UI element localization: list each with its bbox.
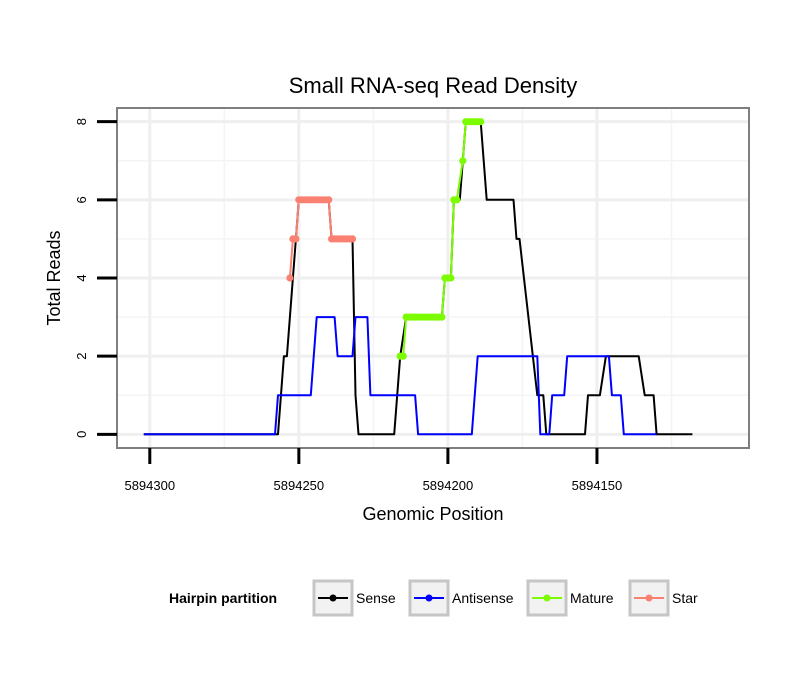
axes: 5894300 5894250 5894200 5894150 0 2 4 6 8 xyxy=(74,118,622,493)
legend-title: Hairpin partition xyxy=(169,590,277,606)
legend-item-mature: Mature xyxy=(526,579,614,617)
data-point-star xyxy=(286,274,294,282)
legend-label-antisense: Antisense xyxy=(452,590,514,606)
data-point-mature xyxy=(453,196,461,204)
chart-title: Small RNA-seq Read Density xyxy=(289,73,578,98)
y-tick-label: 8 xyxy=(74,118,89,125)
data-point-mature xyxy=(477,118,485,126)
x-axis-label: Genomic Position xyxy=(362,504,503,524)
y-axis-label: Total Reads xyxy=(44,230,64,325)
x-tick-label: 5894200 xyxy=(423,478,474,493)
legend-key-dot-sense xyxy=(329,594,337,602)
legend-item-star: Star xyxy=(628,579,698,617)
legend-key-dot-antisense xyxy=(425,594,433,602)
data-point-mature xyxy=(438,313,446,321)
legend-key-dot-mature xyxy=(543,594,551,602)
series-line-antisense xyxy=(143,316,657,436)
y-tick-label: 2 xyxy=(74,353,89,360)
legend-items: Sense Antisense Mature Star xyxy=(312,579,698,617)
data-point-mature xyxy=(459,157,467,165)
x-tick-label: 5894300 xyxy=(124,478,175,493)
data-point-star xyxy=(292,235,300,243)
data-point-star xyxy=(325,196,333,204)
x-tick-label: 5894150 xyxy=(572,478,623,493)
y-tick-label: 6 xyxy=(74,196,89,203)
y-tick-label: 0 xyxy=(74,431,89,438)
y-tick-label: 4 xyxy=(74,274,89,281)
data-point-star xyxy=(348,235,357,243)
x-tick-label: 5894250 xyxy=(274,478,325,493)
legend: Hairpin partition Sense Antisense Mature St… xyxy=(169,579,698,617)
data-point-mature xyxy=(399,352,407,360)
legend-label-star: Star xyxy=(672,590,698,606)
legend-item-sense: Sense xyxy=(312,579,396,617)
series-layer xyxy=(143,118,693,436)
legend-label-sense: Sense xyxy=(356,590,396,606)
legend-key-dot-star xyxy=(645,594,653,602)
legend-item-antisense: Antisense xyxy=(408,579,514,617)
data-point-mature xyxy=(447,274,455,282)
legend-label-mature: Mature xyxy=(570,590,614,606)
